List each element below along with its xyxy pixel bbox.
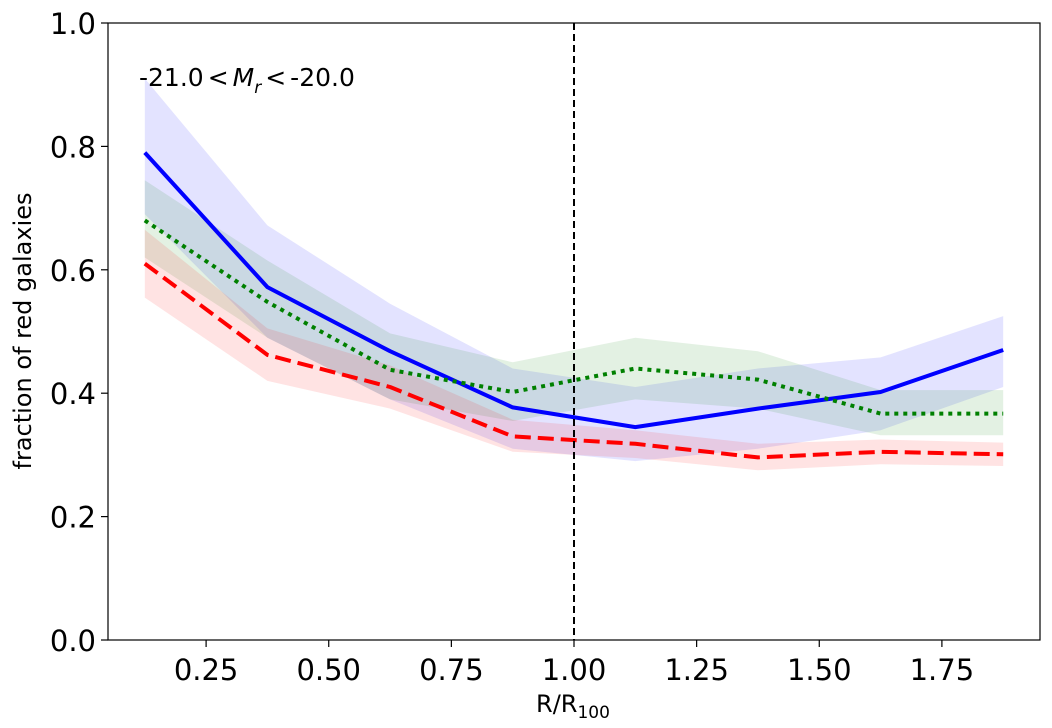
x-tick-label: 1.25 <box>664 653 729 687</box>
series-lines <box>143 151 1004 460</box>
y-tick-label: 0.8 <box>50 130 96 164</box>
y-tick-label: 0.4 <box>50 377 96 411</box>
x-tick-label: 0.50 <box>296 653 361 687</box>
y-tick-label: 1.0 <box>50 7 96 41</box>
annotation-lt-2: < <box>265 63 286 92</box>
annotation-suffix: -20.0 <box>290 63 355 92</box>
x-axis-label: R/R100 <box>536 690 610 723</box>
x-tick-label: 1.75 <box>910 653 975 687</box>
x-axis-label-sub: 100 <box>577 703 609 723</box>
line-blue <box>143 151 1004 430</box>
band-green <box>144 180 1004 436</box>
annotation-var: M <box>233 63 255 92</box>
band-blue <box>144 78 1004 462</box>
x-tick-label: 1.00 <box>542 653 607 687</box>
annotation-prefix: -21.0 <box>139 63 204 92</box>
x-axis-label-main: R/R <box>536 690 577 718</box>
x-ticks: 0.25 0.50 0.75 1.00 1.25 1.50 1.75 <box>174 640 974 687</box>
y-tick-label: 0.6 <box>50 254 96 288</box>
line-red <box>143 261 1004 460</box>
x-tick-label: 0.25 <box>174 653 239 687</box>
y-axis-label: fraction of red galaxies <box>9 192 37 469</box>
y-tick-label: 0.0 <box>50 624 96 658</box>
band-red <box>144 229 1004 471</box>
line-green <box>143 218 1004 416</box>
y-tick-label: 0.2 <box>50 501 96 535</box>
annotation: -21.0 < Mr < -20.0 <box>139 63 355 98</box>
x-tick-label: 1.50 <box>787 653 852 687</box>
x-tick-label: 0.75 <box>419 653 484 687</box>
annotation-sub: r <box>254 78 262 98</box>
y-ticks: 0.0 0.2 0.4 0.6 0.8 1.0 <box>50 7 108 658</box>
annotation-lt-1: < <box>208 63 229 92</box>
error-bands <box>144 78 1004 471</box>
